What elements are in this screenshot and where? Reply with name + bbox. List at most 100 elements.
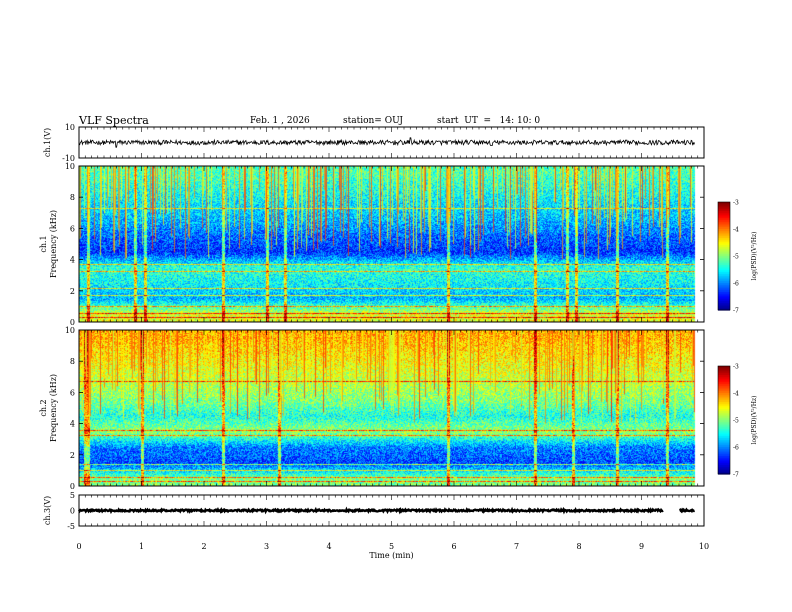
colorbar-swatch <box>718 265 730 268</box>
colorbar-swatch <box>718 227 730 230</box>
ch1-waveform: 10 -10 ch.1(V) <box>43 123 705 163</box>
colorbar-swatch <box>718 457 730 461</box>
colorbar-swatch <box>718 299 730 302</box>
colorbar-swatch <box>718 283 730 286</box>
colorbar-swatch <box>718 466 730 470</box>
colorbar-swatch <box>718 398 730 401</box>
colorbar-swatch <box>718 279 730 282</box>
y-axis-label: Frequency (kHz) <box>49 210 58 278</box>
colorbar-swatch <box>718 245 730 248</box>
colorbar-tick-label: -6 <box>733 445 739 452</box>
y-tick-label: 10 <box>65 162 75 171</box>
colorbar-swatch <box>718 259 730 262</box>
colorbar-swatch <box>718 409 730 412</box>
y-tick-label: 0 <box>70 507 75 516</box>
colorbar: -3 -4 -5 -6 -7 log(PSD)(V²/Hz) <box>717 200 758 315</box>
colorbar-tick-label: -3 <box>733 200 739 207</box>
colorbar-swatch <box>718 290 730 293</box>
colorbar-swatch <box>718 468 730 471</box>
colorbar-swatch <box>718 371 730 374</box>
colorbar-swatch <box>718 308 730 311</box>
y-tick-label: 2 <box>70 287 75 296</box>
colorbar-swatch <box>718 376 730 380</box>
x-axis: 0 1 2 3 4 5 6 7 8 9 10 Time (min) <box>76 127 709 560</box>
colorbar-swatch <box>718 407 730 410</box>
colorbar-swatch <box>718 250 730 253</box>
x-tick-label: 4 <box>326 542 331 551</box>
colorbar-swatch <box>718 438 730 441</box>
colorbar-swatch <box>718 232 730 235</box>
colorbar-swatch <box>718 284 730 288</box>
colorbar-swatch <box>718 286 730 289</box>
colorbar-swatch <box>718 430 730 434</box>
colorbar-swatch <box>718 256 730 259</box>
colorbar-swatch <box>718 443 730 446</box>
colorbar-swatch <box>718 389 730 392</box>
y-axis-label: ch.2 <box>39 399 48 416</box>
colorbar-swatch <box>718 373 730 376</box>
header-date: Feb. 1 , 2026 <box>250 116 310 126</box>
colorbar-swatch <box>718 243 730 246</box>
colorbar-swatch <box>718 221 730 225</box>
x-axis-label: Time (min) <box>369 551 413 560</box>
colorbar-tick-label: -7 <box>733 308 739 315</box>
colorbar-swatch <box>718 403 730 407</box>
colorbar-swatch <box>718 402 730 405</box>
y-tick-label: -10 <box>62 154 75 163</box>
colorbar-swatch <box>718 293 730 297</box>
colorbar-swatch <box>718 391 730 394</box>
colorbar-swatch <box>718 436 730 439</box>
colorbar-swatch <box>718 384 730 387</box>
colorbar-swatch <box>718 465 730 468</box>
colorbar-swatch <box>718 385 730 389</box>
colorbar-swatch <box>718 274 730 277</box>
colorbar-swatch <box>718 434 730 437</box>
colorbar-swatch <box>718 261 730 264</box>
colorbar-swatch <box>718 450 730 453</box>
colorbar-swatch <box>718 211 730 214</box>
colorbar-swatch <box>718 452 730 455</box>
x-tick-label: 2 <box>201 542 206 551</box>
colorbar-swatch <box>718 241 730 244</box>
colorbar-tick-label: -5 <box>733 418 739 425</box>
colorbar-swatch <box>718 306 730 309</box>
x-tick-label: 0 <box>76 542 81 551</box>
y-axis-label: ch.1(V) <box>43 128 52 157</box>
colorbar-swatch <box>718 378 730 381</box>
colorbar-swatch <box>718 420 730 423</box>
y-tick-label: 10 <box>65 326 75 335</box>
colorbar-swatch <box>718 432 730 435</box>
colorbar-swatch <box>718 257 730 261</box>
colorbar-swatch <box>718 301 730 304</box>
colorbar-swatch <box>718 248 730 252</box>
colorbar-swatch <box>718 288 730 291</box>
trace-line <box>79 137 695 148</box>
colorbar-swatch <box>718 205 730 208</box>
colorbar-swatch <box>718 254 730 257</box>
y-tick-label: 10 <box>65 123 75 132</box>
ch1-spectrogram: 0 2 4 6 8 10 ch.1 Frequency (kHz) -3 -4 -5 -6 -7 log(… <box>39 162 758 327</box>
colorbar-swatch <box>718 382 730 385</box>
colorbar-swatch <box>718 394 730 398</box>
colorbar-swatch <box>718 461 730 464</box>
colorbar-swatch <box>718 270 730 273</box>
colorbar-swatch <box>718 266 730 270</box>
colorbar-swatch <box>718 229 730 232</box>
colorbar-swatch <box>718 302 730 306</box>
colorbar-swatch <box>718 393 730 396</box>
colorbar-swatch <box>718 470 730 473</box>
y-tick-label: 5 <box>70 491 75 500</box>
colorbar-swatch <box>718 295 730 298</box>
colorbar-swatch <box>718 236 730 239</box>
colorbar-swatch <box>718 272 730 275</box>
spectrogram-image <box>79 330 704 486</box>
x-tick-label: 7 <box>514 542 519 551</box>
colorbar-swatch <box>718 297 730 300</box>
colorbar-swatch <box>718 277 730 280</box>
colorbar-swatch <box>718 268 730 271</box>
colorbar-swatch <box>718 456 730 459</box>
colorbar-swatch <box>718 414 730 417</box>
colorbar-swatch <box>718 230 730 234</box>
header-station: station= OUJ <box>343 116 404 126</box>
colorbar-tick-label: -6 <box>733 281 739 288</box>
